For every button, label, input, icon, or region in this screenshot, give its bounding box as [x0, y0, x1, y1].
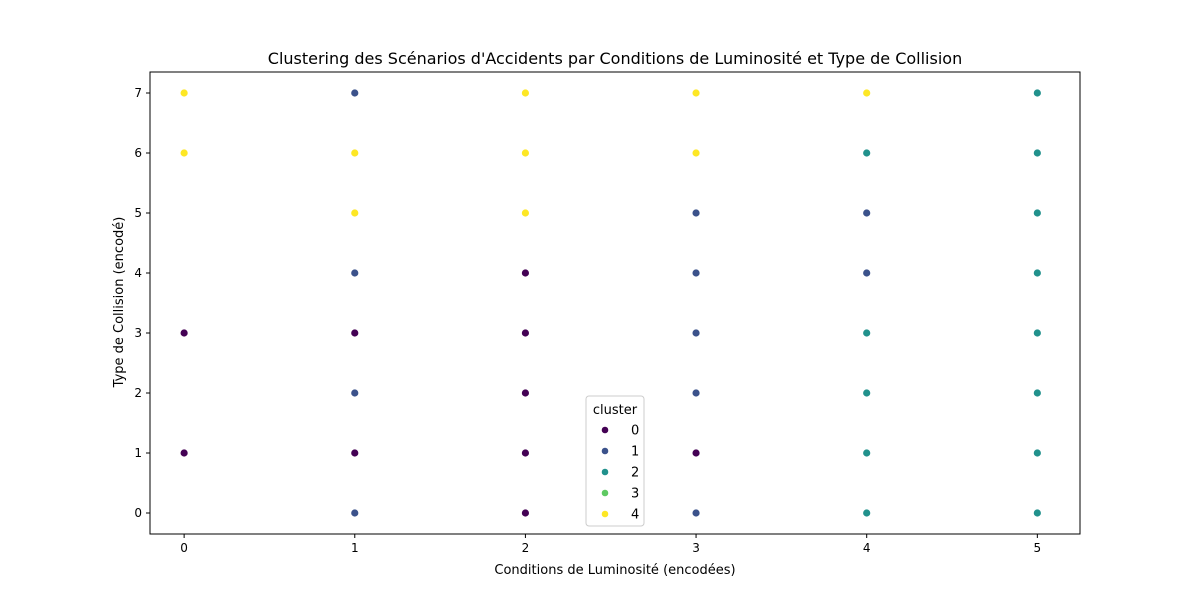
y-tick-label: 7	[134, 86, 142, 100]
legend-marker	[601, 426, 609, 434]
y-tick-label: 3	[134, 326, 142, 340]
scatter-point	[862, 268, 872, 278]
scatter-point	[350, 148, 360, 158]
y-tick-label: 5	[134, 206, 142, 220]
scatter-point	[691, 388, 701, 398]
scatter-point	[691, 148, 701, 158]
scatter-point	[1032, 268, 1042, 278]
scatter-point	[691, 268, 701, 278]
scatter-point	[179, 328, 189, 338]
chart-title: Clustering des Scénarios d'Accidents par…	[268, 49, 962, 68]
scatter-point	[1032, 388, 1042, 398]
axis-ticks: 0 1 2 3 4 5 0 1 2 3 4 5 6 7	[134, 86, 1041, 555]
scatter-point	[691, 208, 701, 218]
scatter-point	[521, 508, 530, 518]
x-tick-label: 3	[692, 541, 700, 555]
scatter-point	[691, 508, 701, 518]
plot-frame	[149, 71, 1081, 535]
legend-marker	[601, 510, 609, 518]
x-tick-label: 1	[351, 541, 359, 555]
points-layer	[179, 88, 1042, 518]
scatter-point	[521, 88, 530, 98]
scatter-point	[1032, 508, 1042, 518]
scatter-point	[862, 508, 872, 518]
legend-label: 3	[631, 487, 639, 502]
scatter-point	[521, 208, 530, 218]
legend: cluster 0 1 2 3 4	[585, 395, 645, 527]
scatter-point	[1032, 148, 1042, 158]
scatter-point	[862, 448, 872, 458]
scatter-point	[691, 448, 701, 458]
y-tick-label: 1	[134, 446, 142, 460]
y-tick-label: 6	[134, 146, 142, 160]
legend-label: 0	[631, 424, 639, 439]
scatter-point	[179, 148, 189, 158]
legend-title: cluster	[593, 403, 638, 418]
scatter-point	[521, 328, 530, 338]
scatter-point	[862, 328, 872, 338]
scatter-point	[350, 208, 360, 218]
scatter-point	[862, 208, 872, 218]
scatter-point	[691, 328, 701, 338]
scatter-point	[1032, 88, 1042, 98]
y-tick-label: 2	[134, 386, 142, 400]
scatter-point	[350, 88, 360, 98]
scatter-point	[862, 148, 872, 158]
scatter-point	[350, 328, 360, 338]
y-axis-label: Type de Collision (encodé)	[112, 217, 127, 389]
scatter-point	[862, 88, 872, 98]
scatter-point	[521, 448, 530, 458]
legend-label: 1	[631, 445, 639, 460]
scatter-point	[521, 268, 530, 278]
scatter-point	[179, 88, 189, 98]
x-tick-label: 5	[1034, 541, 1042, 555]
scatter-point	[1032, 208, 1042, 218]
scatter-point	[691, 88, 701, 98]
plot-area	[149, 71, 1081, 535]
y-tick-label: 4	[134, 266, 142, 280]
x-axis-label: Conditions de Luminosité (encodées)	[494, 563, 735, 578]
legend-label: 2	[631, 466, 639, 481]
scatter-point	[1032, 328, 1042, 338]
scatter-point	[862, 388, 872, 398]
scatter-point	[521, 148, 530, 158]
scatter-point	[1032, 448, 1042, 458]
legend-entries: 0 1 2 3 4	[601, 424, 639, 523]
x-tick-label: 2	[522, 541, 530, 555]
legend-frame	[585, 395, 645, 527]
legend-marker	[601, 468, 609, 476]
y-tick-label: 0	[134, 506, 142, 520]
scatter-point	[350, 388, 360, 398]
x-tick-label: 4	[863, 541, 871, 555]
scatter-point	[350, 508, 360, 518]
scatter-point	[179, 448, 189, 458]
legend-label: 4	[631, 508, 639, 523]
scatter-point	[521, 388, 530, 398]
x-tick-label: 0	[180, 541, 188, 555]
legend-marker	[601, 489, 609, 497]
scatter-point	[350, 448, 360, 458]
legend-marker	[601, 447, 609, 455]
scatter-point	[350, 268, 360, 278]
